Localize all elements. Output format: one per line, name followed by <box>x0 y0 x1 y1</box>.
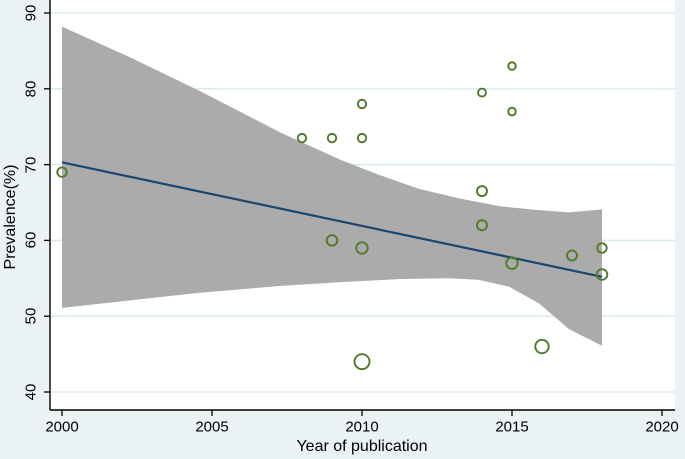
data-point <box>326 132 338 144</box>
x-tick-label: 2005 <box>195 418 229 436</box>
y-tick-label: 40 <box>22 383 40 401</box>
data-point <box>476 219 488 232</box>
data-point <box>534 338 550 355</box>
data-point <box>507 61 517 71</box>
y-tick-label: 50 <box>22 307 40 325</box>
data-point <box>356 132 368 144</box>
y-tick-label: 70 <box>22 156 40 173</box>
x-axis-title: Year of publication <box>296 438 428 455</box>
data-point <box>476 185 488 198</box>
x-tick-label: 2015 <box>495 418 529 436</box>
y-axis-title: Prevalence(%) <box>2 164 19 270</box>
x-tick-label: 2010 <box>345 418 379 436</box>
y-tick-label: 90 <box>22 4 40 22</box>
data-point <box>355 241 369 255</box>
x-tick-label: 2000 <box>45 418 79 436</box>
data-point <box>595 268 609 281</box>
data-point <box>353 353 371 371</box>
data-point <box>296 132 308 144</box>
data-point <box>477 87 487 98</box>
data-point <box>596 242 608 254</box>
y-tick-label: 80 <box>22 80 40 98</box>
y-tick-label: 60 <box>22 232 40 249</box>
data-point <box>56 166 68 178</box>
data-point <box>566 249 578 262</box>
x-tick-label: 2020 <box>645 418 679 436</box>
data-point <box>507 106 517 117</box>
data-point <box>505 256 519 270</box>
data-point <box>356 98 368 110</box>
data-point <box>325 234 339 247</box>
confidence-band <box>62 26 602 346</box>
